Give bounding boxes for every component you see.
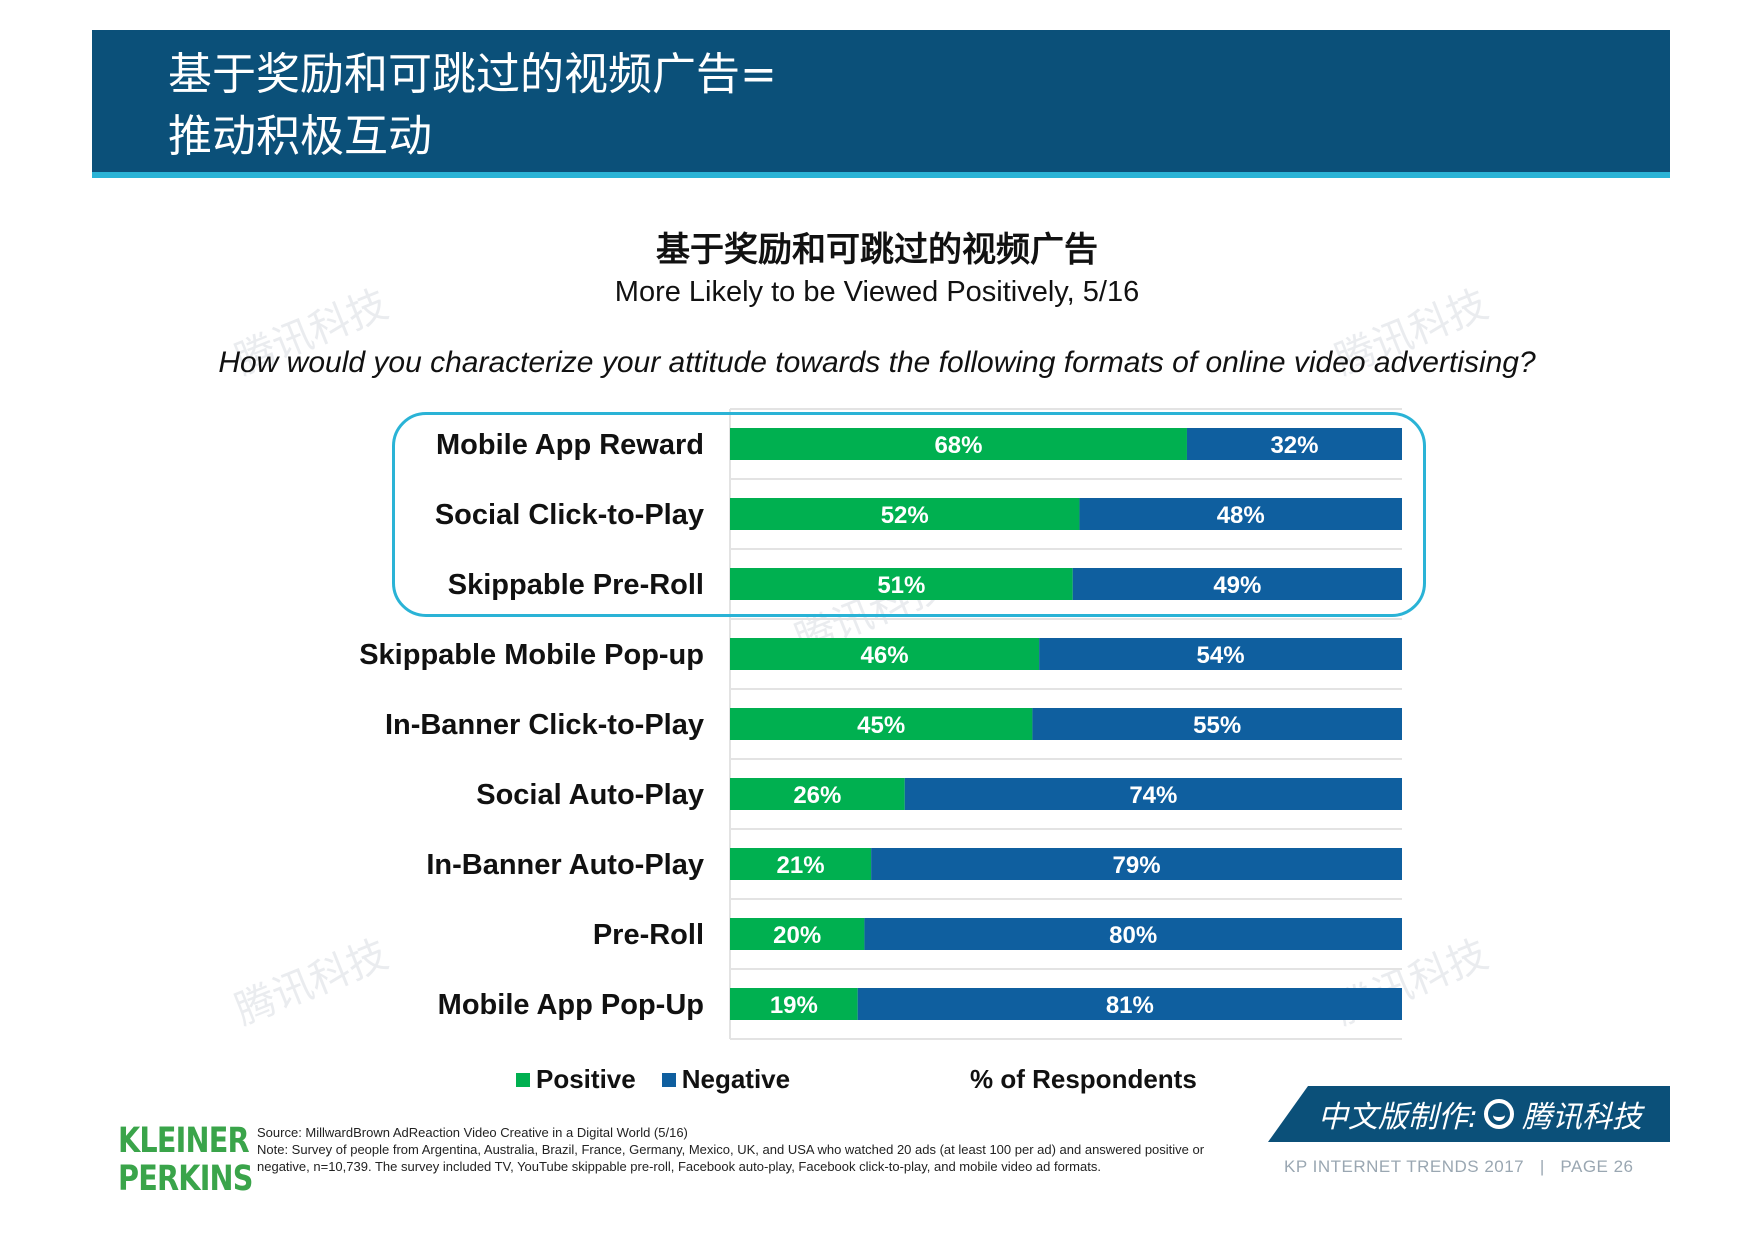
data-label-positive: 21%	[777, 852, 825, 879]
chart-title: 基于奖励和可跳过的视频广告	[656, 230, 1098, 270]
bar-negative	[864, 918, 1402, 950]
data-label-negative: 74%	[1129, 782, 1177, 809]
data-label-negative: 81%	[1106, 992, 1154, 1019]
bar-positive	[730, 708, 1033, 740]
data-label-positive: 26%	[793, 782, 841, 809]
data-label-negative: 80%	[1109, 922, 1157, 949]
credit-brand: 腾讯科技	[1522, 1100, 1642, 1135]
bar-positive	[730, 638, 1040, 670]
logo-line-1: KLEINER	[118, 1121, 250, 1161]
bar-negative	[871, 848, 1402, 880]
data-label-negative: 54%	[1197, 642, 1245, 669]
bar-negative	[1186, 428, 1402, 460]
report-name: KP INTERNET TRENDS 2017	[1284, 1157, 1525, 1176]
bar-positive	[730, 918, 865, 950]
negative-swatch-icon	[661, 1072, 676, 1087]
highlight-box	[392, 412, 1426, 617]
positive-swatch-icon	[516, 1072, 530, 1087]
page-title-line-1: 基于奖励和可跳过的视频广告=	[168, 49, 777, 100]
data-label-positive: 68%	[934, 432, 982, 459]
bar-positive	[730, 778, 905, 810]
legend-item-negative: Negative	[661, 1064, 791, 1095]
bar-negative	[857, 988, 1402, 1020]
note-line: Note: Survey of people from Argentina, A…	[257, 1142, 1205, 1174]
legend-item-positive: Positive	[516, 1064, 636, 1095]
category-label: Skippable Pre-Roll	[448, 569, 704, 601]
data-label-positive: 20%	[773, 922, 821, 949]
data-label-negative: 49%	[1213, 572, 1261, 599]
bar-negative	[1079, 498, 1402, 530]
data-label-negative: 32%	[1270, 432, 1318, 459]
data-label-positive: 19%	[770, 992, 818, 1019]
tencent-logo-icon	[1484, 1099, 1514, 1129]
survey-question: How would you characterize your attitude…	[218, 346, 1536, 379]
footer-separator: |	[1539, 1157, 1545, 1176]
data-label-positive: 51%	[877, 572, 925, 599]
source-note: Source: MillwardBrown AdReaction Video C…	[257, 1124, 1237, 1175]
bar-negative	[1032, 708, 1402, 740]
bar-negative	[904, 778, 1402, 810]
bar-positive	[730, 568, 1073, 600]
header-banner: 基于奖励和可跳过的视频广告= 推动积极互动	[92, 30, 1670, 178]
page-footer: KP INTERNET TRENDS 2017 | PAGE 26	[1284, 1157, 1634, 1177]
category-label: Social Auto-Play	[476, 779, 704, 811]
data-label-positive: 45%	[857, 712, 905, 739]
category-label: Mobile App Reward	[436, 429, 704, 461]
bar-positive	[730, 848, 872, 880]
category-label: Pre-Roll	[593, 919, 704, 951]
legend-label-negative: Negative	[681, 1064, 791, 1094]
chart-subtitle: More Likely to be Viewed Positively, 5/1…	[614, 276, 1140, 308]
data-label-positive: 52%	[881, 502, 929, 529]
credit-banner: 中文版制作: 腾讯科技	[1268, 1086, 1670, 1142]
data-label-positive: 46%	[861, 642, 909, 669]
category-label: In-Banner Auto-Play	[426, 849, 704, 881]
bar-positive	[730, 428, 1187, 460]
bar-negative	[1072, 568, 1402, 600]
category-label: Mobile App Pop-Up	[438, 989, 704, 1021]
page-number: PAGE 26	[1560, 1157, 1634, 1176]
legend-label-positive: Positive	[536, 1064, 636, 1094]
logo-line-2: PERKINS	[118, 1159, 253, 1199]
data-label-negative: 79%	[1113, 852, 1161, 879]
chart-legend: Positive Negative	[516, 1064, 816, 1095]
bar-negative	[1039, 638, 1402, 670]
credit-label: 中文版制作:	[1317, 1100, 1478, 1135]
category-label: In-Banner Click-to-Play	[385, 709, 704, 741]
data-label-negative: 48%	[1217, 502, 1265, 529]
bar-positive	[730, 498, 1080, 530]
bar-positive	[730, 988, 858, 1020]
data-label-negative: 55%	[1193, 712, 1241, 739]
source-line: Source: MillwardBrown AdReaction Video C…	[257, 1125, 688, 1140]
page-title: 基于奖励和可跳过的视频广告= 推动积极互动	[168, 44, 777, 168]
page-title-line-2: 推动积极互动	[168, 111, 432, 162]
kleiner-perkins-logo: KLEINER PERKINS	[118, 1122, 253, 1198]
axis-note: % of Respondents	[970, 1064, 1197, 1094]
category-label: Skippable Mobile Pop-up	[359, 639, 704, 671]
category-label: Social Click-to-Play	[435, 499, 704, 531]
